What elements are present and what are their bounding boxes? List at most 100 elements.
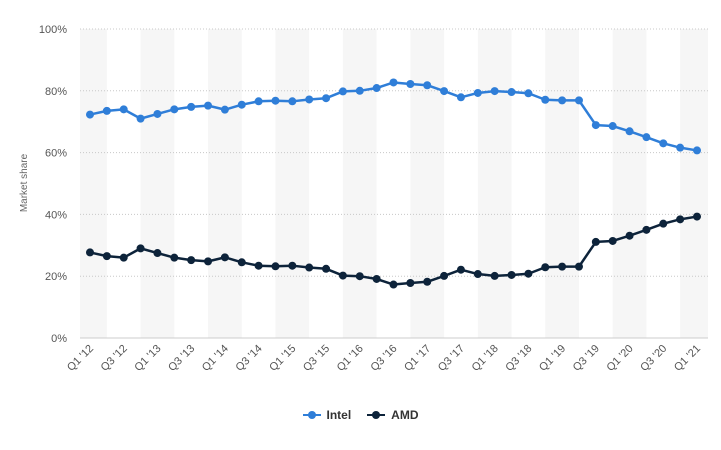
data-point-amd [119,253,128,262]
data-point-intel [102,106,111,115]
legend-item-amd[interactable]: AMD [367,408,419,422]
x-tick-label: Q1 '13 [132,343,163,374]
data-point-intel [676,143,685,152]
data-point-amd [524,269,533,278]
data-point-amd [305,263,314,272]
data-point-intel [322,94,331,103]
data-point-amd [473,270,482,279]
legend-label-amd: AMD [391,408,419,422]
data-point-intel [490,87,499,96]
data-point-intel [389,78,398,87]
background-band [477,29,512,338]
series-line-amd [89,215,698,286]
data-point-amd [423,277,432,286]
x-tick-label: Q3 '15 [301,343,332,374]
data-point-intel [136,114,145,123]
data-point-intel [406,80,415,89]
data-point-intel [204,101,213,110]
data-point-amd [574,262,583,271]
x-tick-label: Q1 '14 [200,343,231,374]
x-tick-label: Q3 '13 [166,343,197,374]
x-tick-label: Q1 '19 [537,343,568,374]
data-point-intel [591,121,600,130]
data-point-amd [389,280,398,289]
chart-legend: Intel AMD [0,408,721,422]
line-chart: 0%20%40%60%80%100% Q1 '12 Q3 '12 Q1 '13 Q3 … [19,24,708,374]
x-tick-label: Q3 '20 [638,343,669,374]
intel-legend-symbol [302,410,321,420]
data-point-amd [625,231,634,240]
data-point-amd [338,271,347,280]
data-point-intel [271,96,280,105]
data-point-intel [153,109,162,118]
data-point-amd [355,272,364,281]
data-point-intel [558,96,567,105]
data-point-amd [220,253,229,262]
data-point-intel [642,133,651,142]
data-point-intel [659,139,668,148]
data-point-amd [170,253,179,262]
data-point-intel [187,102,196,111]
data-point-amd [322,264,331,273]
data-point-amd [288,261,297,270]
data-point-amd [237,258,246,267]
data-point-amd [440,271,449,280]
x-tick-label: Q3 '17 [436,343,467,374]
data-point-amd [659,219,668,228]
data-point-intel [86,110,94,119]
data-point-amd [642,225,651,234]
data-point-amd [490,271,499,280]
x-axis-ticks: Q1 '12 Q3 '12 Q1 '13 Q3 '13 Q1 '14 Q3 '14 Q1 '… [65,343,703,374]
x-tick-label: Q1 '12 [65,343,96,374]
series-group [86,78,701,289]
x-tick-label: Q1 '15 [267,343,298,374]
x-tick-label: Q1 '20 [605,343,636,374]
data-point-amd [187,256,196,265]
background-band [410,29,445,338]
data-point-amd [558,262,567,271]
data-point-amd [406,278,415,287]
background-band [275,29,310,338]
data-point-amd [456,265,465,274]
data-point-intel [456,93,465,102]
data-point-amd [693,212,701,221]
data-point-intel [524,89,533,98]
data-point-intel [625,127,634,136]
x-tick-label: Q1 '16 [335,343,366,374]
data-point-intel [440,87,449,96]
data-point-intel [693,146,701,155]
data-point-amd [271,262,280,271]
background-band [208,29,242,338]
data-point-intel [237,100,246,109]
x-tick-label: Q1 '17 [402,343,433,374]
y-tick-label: 40% [45,209,67,221]
x-tick-label: Q3 '16 [368,343,399,374]
data-point-amd [254,261,263,270]
background-band [680,29,708,338]
background-band [612,29,647,338]
data-point-intel [254,97,263,106]
background-band [545,29,579,338]
data-point-intel [305,95,314,104]
x-tick-label: Q3 '19 [571,343,602,374]
data-point-intel [220,105,229,114]
data-point-intel [170,105,179,114]
data-point-amd [372,274,381,283]
data-point-amd [591,237,600,246]
background-band [80,29,107,338]
y-tick-label: 100% [39,24,67,36]
data-point-amd [608,236,617,245]
data-point-amd [676,215,685,224]
alternating-bands [80,29,708,338]
legend-item-intel[interactable]: Intel [302,408,352,422]
legend-label-intel: Intel [326,408,352,422]
data-point-intel [355,86,364,95]
data-point-amd [102,252,111,261]
y-tick-label: 20% [45,271,67,283]
data-point-intel [541,95,550,104]
data-point-amd [204,257,213,266]
data-point-intel [338,87,347,96]
data-point-intel [119,105,128,114]
background-band [140,29,175,338]
data-point-intel [507,88,516,97]
